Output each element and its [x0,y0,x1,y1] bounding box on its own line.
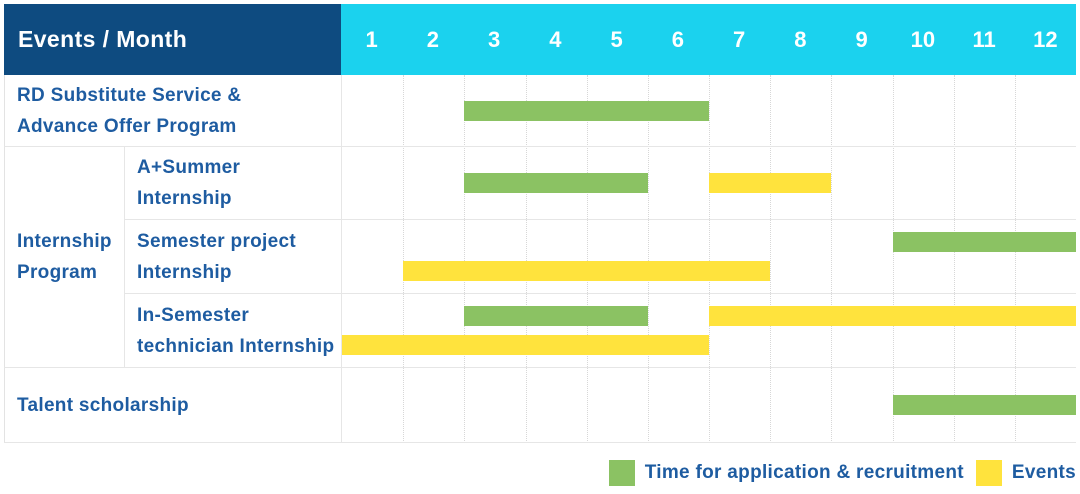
events-bar [709,173,832,193]
chart-row [342,220,1076,294]
bar-line [342,335,1076,355]
month-label: 4 [549,26,562,52]
month-label: 10 [910,26,936,52]
row-label-a-summer-internship: A+Summer Internship [124,147,341,220]
group-label-internship-program: Internship Program [4,147,124,368]
month-label: 8 [794,26,807,52]
row-label-line: Internship [137,261,232,283]
recruitment-bar [464,100,709,121]
legend: Time for application & recruitment Event… [608,456,1076,490]
row-label-line: Semester project [137,230,296,252]
recruitment-color-swatch [608,460,635,486]
bar-line [342,100,1076,121]
row-label-talent-scholarship: Talent scholarship [4,368,341,443]
recruitment-bar [892,395,1076,415]
row-label-in-semester-technician-internship: In-Semester technician Internship [124,294,341,368]
legend-item-events: Events [975,460,1076,486]
month-label: 1 [365,26,378,52]
recruitment-bar [464,306,648,326]
month-gridline [709,75,710,443]
chart-row [342,294,1076,368]
bar-line [342,395,1076,415]
chart-row [342,368,1076,443]
month-label: 2 [426,26,439,52]
header-title: Events / Month [18,26,188,52]
bar-line [342,261,1076,281]
month-label: 5 [610,26,623,52]
chart-row [342,147,1076,220]
month-label: 7 [733,26,746,52]
legend-label: Events [1011,462,1076,483]
bar-line [342,306,1076,326]
month-gridline [770,75,772,443]
events-color-swatch [975,460,1002,486]
events-bar [403,261,771,281]
bar-line [342,173,1076,193]
row-label-rd-substitute: RD Substitute Service & Advance Offer Pr… [4,75,341,147]
month-label: 3 [488,26,501,52]
month-gridline [525,75,527,443]
row-label-line: Advance Offer Program [17,115,237,137]
events-bar [709,306,1076,326]
chart-area [341,75,1076,443]
recruitment-bar [464,173,648,193]
month-header-strip: 1 2 3 4 5 6 7 8 9 10 11 12 [341,4,1076,75]
bar-line [342,232,1076,252]
row-label-line: A+Summer [137,157,241,178]
group-label-line: Program [17,262,98,283]
row-label-line: Talent scholarship [17,394,189,416]
month-gridline [892,75,894,443]
month-gridline [953,75,955,443]
legend-item-recruitment: Time for application & recruitment [608,460,964,486]
month-gridline [647,75,649,443]
month-gridline [831,75,833,443]
row-label-line: technician Internship [137,335,335,357]
month-label: 12 [1033,26,1058,52]
row-label-line: RD Substitute Service & [17,84,242,106]
recruitment-bar [892,232,1076,252]
legend-label: Time for application & recruitment [644,462,964,483]
month-gridline [1014,75,1016,443]
row-label-line: In-Semester [137,304,250,326]
row-label-line: Internship [137,188,232,209]
group-label-line: Internship [17,231,112,252]
month-label: 11 [972,26,996,52]
chart-row [342,75,1076,147]
events-bar [342,335,709,355]
month-gridline [586,75,588,443]
row-label-semester-project-internship: Semester project Internship [124,220,341,294]
month-gridline [403,75,405,443]
month-label: 9 [855,26,868,52]
month-gridline [464,75,466,443]
month-label: 6 [671,26,684,52]
gantt-table: Events / Month 1 2 3 4 5 6 7 8 9 10 11 12 RD Substi… [4,4,1076,443]
events-month-header: Events / Month [4,4,341,75]
chart-rows [342,75,1076,443]
